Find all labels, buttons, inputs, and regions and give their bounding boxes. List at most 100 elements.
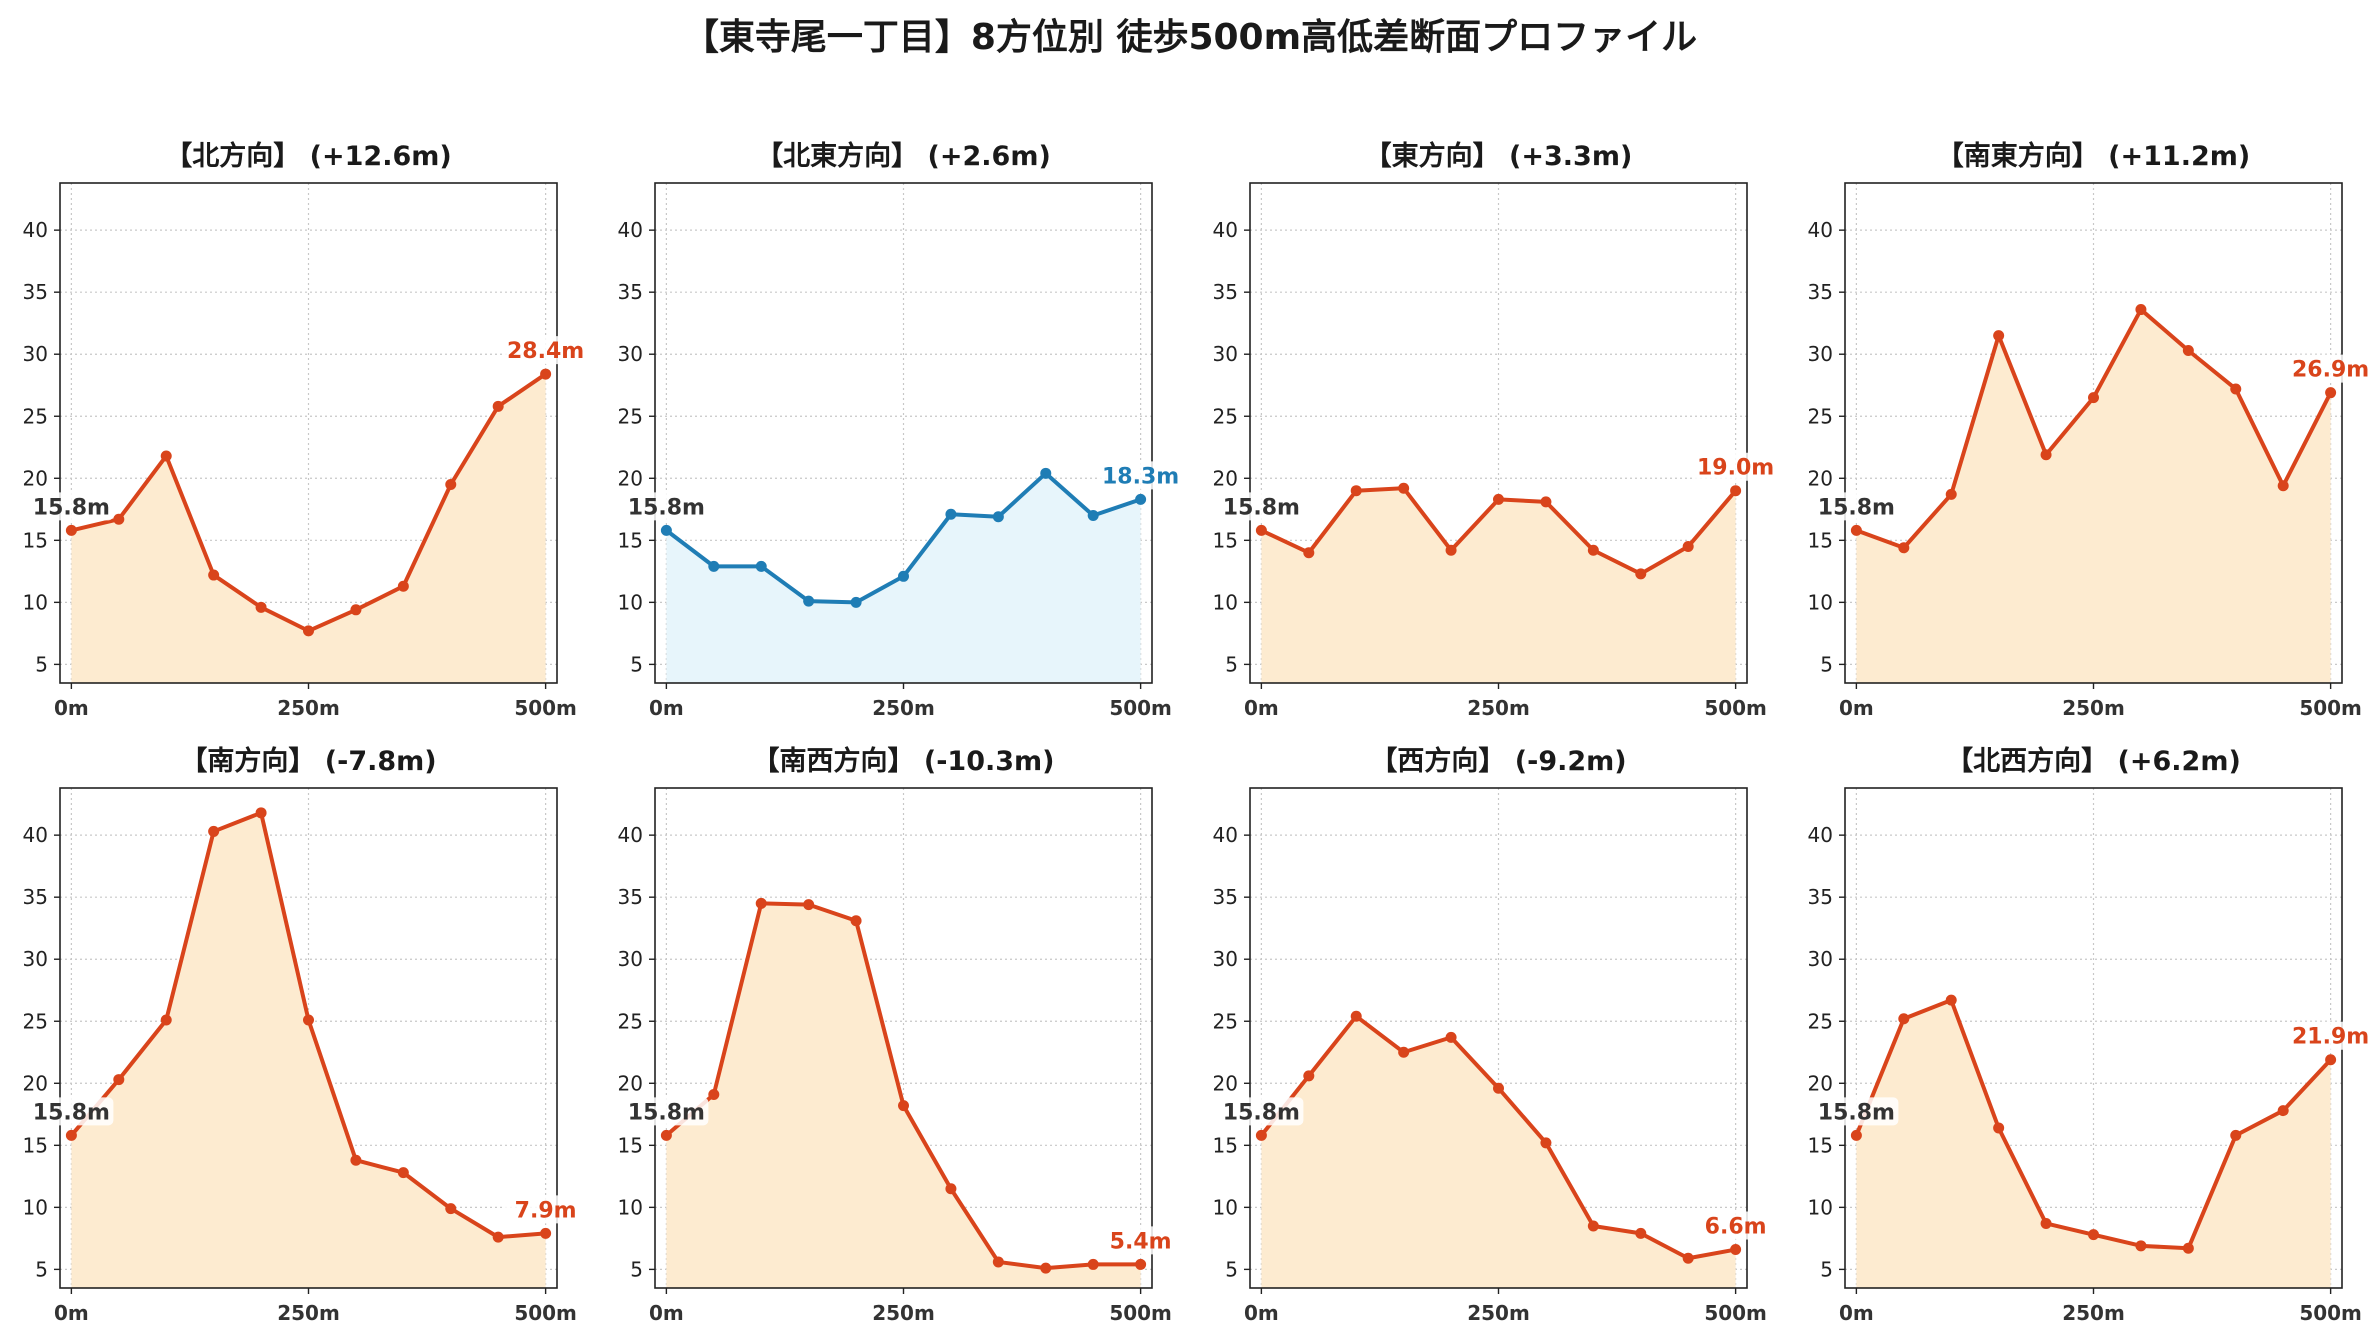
subplot-title: 【南方向】 (-7.8m) [180,745,436,777]
data-point [397,580,409,592]
x-tick-label: 250m [277,696,340,720]
end-label: 6.6m [1705,1215,1767,1240]
data-point [1040,1262,1052,1274]
subplot-title: 【南西方向】 (-10.3m) [752,745,1054,777]
y-tick-label: 5 [1225,1257,1238,1281]
data-point [1255,524,1267,536]
y-tick-label: 25 [618,404,643,428]
data-point [1945,488,1957,500]
y-tick-label: 40 [1213,823,1238,847]
data-point [160,1014,172,1026]
y-tick-label: 10 [23,590,48,614]
x-tick-label: 250m [2062,1301,2125,1325]
y-tick-label: 30 [618,342,643,366]
y-tick-label: 35 [1213,280,1238,304]
data-point [708,560,720,572]
y-tick-label: 25 [1808,1009,1833,1033]
y-tick-label: 40 [1808,218,1833,242]
y-tick-label: 20 [1808,466,1833,490]
y-tick-label: 5 [1820,1257,1833,1281]
y-tick-label: 15 [23,1133,48,1157]
start-label: 15.8m [1223,495,1300,520]
area-fill [1856,309,2331,683]
end-label-box [1693,1211,1778,1240]
data-point [1993,330,2005,342]
data-point [1898,542,1910,554]
area-fill [1261,1016,1736,1288]
data-point [255,807,267,819]
start-label: 15.8m [628,1100,705,1125]
y-tick-label: 20 [618,466,643,490]
y-tick-label: 35 [1808,885,1833,909]
data-point [992,1256,1004,1268]
data-point [708,1088,720,1100]
start-label-box [1219,492,1304,521]
x-tick-label: 250m [872,696,935,720]
data-point [445,1203,457,1215]
y-tick-label: 20 [23,1071,48,1095]
y-tick-label: 30 [1213,342,1238,366]
subplot-title: 【西方向】 (-9.2m) [1370,745,1626,777]
subplot-title: 【北東方向】 (+2.6m) [756,140,1051,172]
x-tick-label: 0m [54,696,89,720]
subplot-title: 【東方向】 (+3.3m) [1365,140,1633,172]
y-tick-label: 15 [1213,1133,1238,1157]
data-point [540,1227,552,1239]
data-point [850,596,862,608]
area-fill [1856,1000,2331,1288]
subplot-3: 【東方向】 (+3.3m) 5 10 15 20 25 30 35 40 0m 250m 500m 15… [1213,140,1778,720]
y-tick-label: 10 [1808,1195,1833,1219]
data-point [2230,383,2242,395]
data-point [208,825,220,837]
data-point [540,368,552,380]
data-point [1635,568,1647,580]
data-point [255,601,267,613]
x-tick-label: 500m [2299,1301,2362,1325]
end-label-box [503,1195,588,1224]
x-tick-label: 250m [1467,696,1530,720]
data-point [492,400,504,412]
data-point [1730,1244,1742,1256]
start-label-box [29,1097,114,1126]
data-point [755,560,767,572]
end-label-box [503,336,588,365]
data-point [2040,449,2052,461]
y-tick-label: 35 [1808,280,1833,304]
data-point [1040,467,1052,479]
start-label-box [1814,492,1899,521]
page-title: 【東寺尾一丁目】8方位別 徒歩500m高低差断面プロファイル [682,17,1698,58]
y-tick-label: 15 [1808,528,1833,552]
x-tick-label: 250m [1467,1301,1530,1325]
x-tick-label: 250m [277,1301,340,1325]
data-point [945,508,957,520]
data-point [1493,493,1504,505]
x-tick-label: 500m [1109,1301,1172,1325]
data-point [1087,510,1099,522]
data-point [445,478,457,490]
y-tick-label: 30 [1808,947,1833,971]
y-tick-label: 25 [1213,404,1238,428]
x-tick-label: 0m [1244,696,1279,720]
y-tick-label: 30 [23,947,48,971]
y-tick-label: 5 [630,652,643,676]
data-point [755,897,767,909]
y-tick-label: 35 [618,885,643,909]
start-label: 15.8m [1818,495,1895,520]
data-point [65,1129,77,1141]
data-point [1635,1227,1647,1239]
y-tick-label: 20 [1808,1071,1833,1095]
y-tick-label: 5 [1820,652,1833,676]
data-point [350,1154,362,1166]
start-label-box [624,1097,709,1126]
data-point [1682,541,1694,553]
data-point [2135,1240,2147,1252]
data-point [303,625,314,637]
subplot-title: 【北方向】 (+12.6m) [165,140,451,172]
y-tick-label: 40 [618,823,643,847]
area-fill [71,374,546,683]
y-tick-label: 10 [23,1195,48,1219]
end-label-box [1098,461,1183,490]
data-point [1350,1010,1362,1022]
subplot-4: 【南東方向】 (+11.2m) 5 10 15 20 25 30 35 40 0m 250m 500m… [1808,140,2373,720]
